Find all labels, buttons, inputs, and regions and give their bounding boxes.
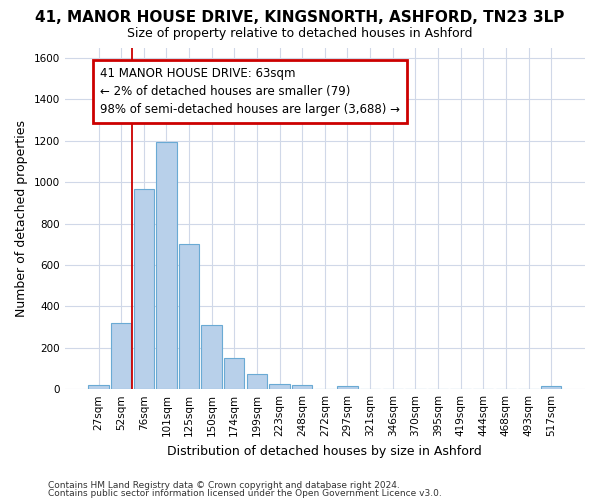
Bar bbox=[202, 325, 222, 389]
Text: Contains public sector information licensed under the Open Government Licence v3: Contains public sector information licen… bbox=[48, 489, 442, 498]
Bar bbox=[88, 385, 109, 389]
Bar bbox=[111, 323, 131, 389]
Text: Size of property relative to detached houses in Ashford: Size of property relative to detached ho… bbox=[127, 28, 473, 40]
Text: 41 MANOR HOUSE DRIVE: 63sqm
← 2% of detached houses are smaller (79)
98% of semi: 41 MANOR HOUSE DRIVE: 63sqm ← 2% of deta… bbox=[100, 67, 400, 116]
Text: Contains HM Land Registry data © Crown copyright and database right 2024.: Contains HM Land Registry data © Crown c… bbox=[48, 480, 400, 490]
Y-axis label: Number of detached properties: Number of detached properties bbox=[15, 120, 28, 317]
Bar bbox=[247, 374, 267, 389]
Bar bbox=[179, 244, 199, 389]
Bar bbox=[269, 384, 290, 389]
Bar bbox=[156, 142, 176, 389]
Bar bbox=[292, 385, 313, 389]
Bar bbox=[337, 386, 358, 389]
Bar bbox=[134, 190, 154, 389]
Text: 41, MANOR HOUSE DRIVE, KINGSNORTH, ASHFORD, TN23 3LP: 41, MANOR HOUSE DRIVE, KINGSNORTH, ASHFO… bbox=[35, 10, 565, 25]
X-axis label: Distribution of detached houses by size in Ashford: Distribution of detached houses by size … bbox=[167, 444, 482, 458]
Bar bbox=[224, 358, 244, 389]
Bar bbox=[541, 386, 562, 389]
